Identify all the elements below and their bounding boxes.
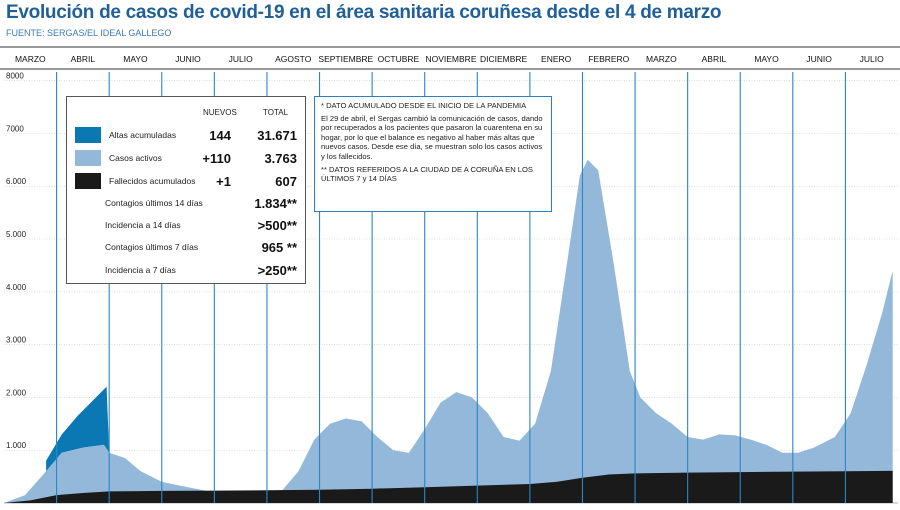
fallecidos-swatch: [75, 173, 101, 189]
legend-total: 1.834**: [254, 196, 297, 211]
legend-row-incidencia-14: Incidencia a 14 días >500**: [75, 215, 301, 235]
month-label: JULIO: [860, 54, 884, 64]
legend-row-contagios-7: Contagios últimos 7 días 965 **: [75, 237, 301, 257]
legend-label: Fallecidos acumulados: [109, 176, 196, 186]
fallecidos-area: [4, 470, 893, 503]
month-label: FEBRERO: [588, 54, 629, 64]
month-label: AGOSTO: [275, 54, 312, 64]
legend-new: +110: [202, 151, 231, 166]
y-tick-label: 8000: [6, 72, 24, 81]
month-label: MAYO: [123, 54, 148, 64]
month-label: MARZO: [646, 54, 677, 64]
legend-label: Incidencia a 14 días: [105, 220, 181, 230]
legend-label: Incidencia a 7 días: [105, 265, 176, 275]
altas-swatch: [75, 127, 101, 143]
month-label: ENERO: [541, 54, 572, 64]
area-series: [4, 159, 893, 504]
activos-swatch: [75, 150, 101, 166]
chart-title: Evolución de casos de covid-19 en el áre…: [6, 2, 722, 23]
note-sergas-change: El 29 de abril, el Sergas cambió la comu…: [321, 113, 543, 161]
legend-total: 31.671: [257, 128, 297, 143]
legend-label: Altas acumuladas: [109, 130, 177, 140]
legend-row-fallecidos: Fallecidos acumulados +1 607: [75, 171, 301, 191]
month-label: OCTUBRE: [378, 54, 420, 64]
month-label: MAYO: [754, 54, 779, 64]
month-label: DICIEMBRE: [480, 54, 528, 64]
month-label: JULIO: [229, 54, 253, 64]
month-label: ABRIL: [71, 54, 96, 64]
legend-total: 3.763: [264, 151, 297, 166]
month-label: JUNIO: [175, 54, 201, 64]
source-label: FUENTE: SERGAS/EL IDEAL GALLEGO: [6, 28, 172, 38]
legend-total: 607: [275, 174, 297, 189]
y-tick-label: 1.000: [6, 441, 27, 450]
legend-new: +1: [216, 174, 231, 189]
month-header: MARZO ABRIL MAYO JUNIO JULIO AGOSTO SEPTIEMBRE…: [0, 46, 900, 70]
legend-new: 144: [209, 128, 231, 143]
activos-area: [4, 159, 893, 504]
altas-area: [46, 384, 110, 472]
y-axis-ticks: 8000 7000 6.000 5.000 4.000 3.000 2.000 1.000: [6, 72, 27, 451]
legend-label: Contagios últimos 14 días: [105, 198, 203, 208]
legend-row-altas: Altas acumuladas 144 31.671: [75, 125, 301, 145]
note-city: ** DATOS REFERIDOS A LA CIUDAD DE A CORU…: [321, 164, 533, 184]
y-tick-label: 7000: [6, 124, 24, 133]
y-tick-label: 2.000: [6, 388, 27, 397]
note-cumulative: * DATO ACUMULADO DESDE EL INICIO DE LA P…: [321, 101, 527, 110]
legend-row-contagios-14: Contagios últimos 14 días 1.834**: [75, 193, 301, 213]
legend-header-new: NUEVOS: [203, 108, 237, 117]
month-label: SEPTIEMBRE: [318, 54, 373, 64]
month-label: NOVIEMBRE: [425, 54, 476, 64]
y-tick-label: 3.000: [6, 336, 27, 345]
legend-total: >500**: [257, 218, 297, 233]
month-label: ABRIL: [702, 54, 727, 64]
legend-row-activos: Casos activos +110 3.763: [75, 148, 301, 168]
legend-box: NUEVOS TOTAL Altas acumuladas 144 31.671…: [66, 96, 306, 284]
notes-box: * DATO ACUMULADO DESDE EL INICIO DE LA P…: [314, 96, 552, 212]
legend-label: Contagios últimos 7 días: [105, 242, 199, 252]
legend-label: Casos activos: [109, 153, 162, 163]
legend-row-incidencia-7: Incidencia a 7 días >250**: [75, 260, 301, 280]
month-label: MARZO: [15, 54, 46, 64]
month-label: JUNIO: [806, 54, 832, 64]
legend-header-total: TOTAL: [263, 108, 289, 117]
legend-total: 965 **: [261, 240, 297, 255]
y-tick-label: 6.000: [6, 177, 27, 186]
y-tick-label: 4.000: [6, 283, 27, 292]
y-tick-label: 5.000: [6, 230, 27, 239]
legend-total: >250**: [257, 263, 297, 278]
